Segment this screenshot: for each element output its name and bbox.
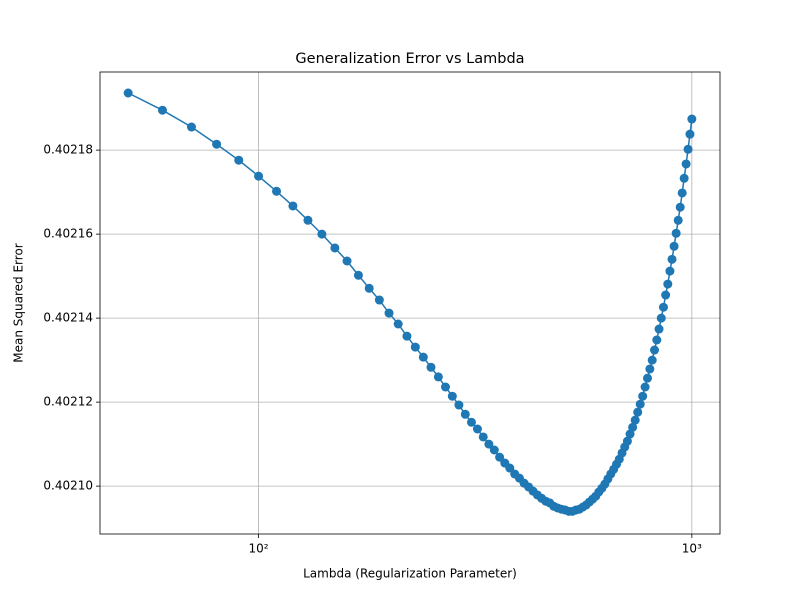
y-axis-label: Mean Squared Error (12, 243, 26, 363)
marker (466, 417, 476, 427)
marker (628, 422, 638, 432)
marker (645, 364, 655, 374)
marker (393, 319, 403, 329)
marker (472, 424, 482, 434)
marker (633, 407, 643, 417)
marker (374, 295, 384, 305)
marker (353, 270, 363, 280)
line (127, 92, 693, 513)
plot-frame (99, 71, 721, 535)
marker (478, 432, 488, 442)
marker (489, 445, 499, 455)
marker (418, 352, 428, 362)
marker (661, 290, 671, 300)
marker (652, 335, 662, 345)
marker (440, 382, 450, 392)
marker (650, 345, 660, 355)
marker (157, 105, 167, 115)
marker (212, 139, 222, 149)
y-tick-label: 0.40212 (43, 395, 93, 409)
marker (677, 188, 687, 198)
marker (186, 122, 196, 132)
y-tick-label: 0.40214 (43, 311, 93, 325)
marker (484, 439, 494, 449)
marker (658, 302, 668, 312)
marker (663, 279, 673, 289)
marker (687, 114, 697, 124)
marker (630, 415, 640, 425)
marker (642, 373, 652, 383)
marker (402, 331, 412, 341)
marker (447, 391, 457, 401)
marker (622, 436, 632, 446)
x-axis-label: Lambda (Regularization Parameter) (303, 567, 517, 581)
marker (640, 382, 650, 392)
marker (288, 201, 298, 211)
marker (410, 342, 420, 352)
marker (342, 256, 352, 266)
marker (647, 355, 657, 365)
marker (433, 372, 443, 382)
y-tick-label: 0.40210 (43, 479, 93, 493)
marker (303, 215, 313, 225)
marker (685, 129, 695, 139)
marker (426, 362, 436, 372)
marker (234, 155, 244, 165)
marker (495, 452, 505, 462)
marker (667, 254, 677, 264)
marker (681, 159, 691, 169)
marker (656, 313, 666, 323)
marker (272, 186, 282, 196)
marker (123, 88, 133, 98)
marker (317, 229, 327, 239)
marker (330, 243, 340, 253)
x-tick-label: 10² (249, 542, 269, 556)
marker (454, 400, 464, 410)
marker (254, 171, 264, 181)
marker (665, 266, 675, 276)
marker (671, 228, 681, 238)
marker (460, 409, 470, 419)
marker (638, 391, 648, 401)
marker (683, 144, 693, 154)
marker (675, 202, 685, 212)
x-tick-label: 10³ (682, 542, 702, 556)
marker (679, 173, 689, 183)
marker (669, 241, 679, 251)
y-tick-label: 0.40216 (43, 227, 93, 241)
marker (635, 399, 645, 409)
marker (384, 308, 394, 318)
marker (654, 324, 664, 334)
chart-title: Generalization Error vs Lambda (295, 51, 524, 67)
marker (673, 215, 683, 225)
y-tick-label: 0.40218 (43, 143, 93, 157)
marker (364, 283, 374, 293)
